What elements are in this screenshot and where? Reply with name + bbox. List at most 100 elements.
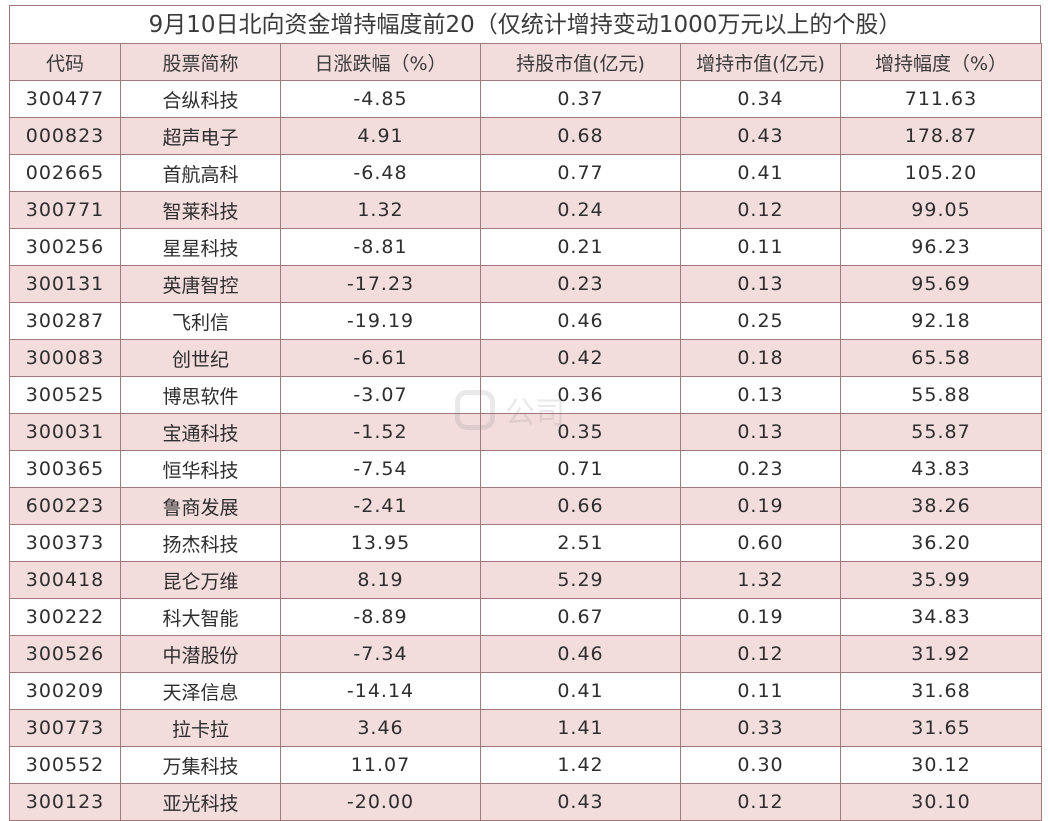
cell-daily-change: -14.14	[280, 672, 481, 710]
cell-daily-change: 1.32	[280, 191, 481, 229]
cell-increase-value: 0.13	[680, 376, 841, 414]
cell-increase-value: 0.12	[680, 191, 841, 229]
cell-increase-ratio: 36.20	[840, 524, 1042, 562]
cell-increase-ratio: 35.99	[840, 561, 1042, 599]
cell-increase-ratio: 178.87	[840, 117, 1042, 155]
table-row: 300256 星星科技 -8.81 0.21 0.11 96.23	[9, 228, 1042, 266]
cell-daily-change: -8.81	[280, 228, 481, 266]
cell-holding-value: 0.68	[480, 117, 681, 155]
cell-code: 300256	[9, 228, 121, 266]
cell-increase-ratio: 34.83	[840, 598, 1042, 636]
cell-name: 英唐智控	[120, 265, 281, 303]
cell-daily-change: 4.91	[280, 117, 481, 155]
table-row: 300083 创世纪 -6.61 0.42 0.18 65.58	[9, 339, 1042, 377]
table-row: 300771 智莱科技 1.32 0.24 0.12 99.05	[9, 191, 1042, 229]
cell-code: 300083	[9, 339, 121, 377]
cell-increase-ratio: 31.92	[840, 635, 1042, 673]
cell-name: 恒华科技	[120, 450, 281, 488]
cell-code: 300477	[9, 80, 121, 118]
cell-increase-ratio: 95.69	[840, 265, 1042, 303]
cell-holding-value: 0.41	[480, 672, 681, 710]
cell-increase-ratio: 55.88	[840, 376, 1042, 414]
header-name: 股票简称	[120, 43, 281, 81]
table-row: 300209 天泽信息 -14.14 0.41 0.11 31.68	[9, 672, 1042, 710]
table-header-row: 代码 股票简称 日涨跌幅（%） 持股市值(亿元) 增持市值(亿元) 增持幅度（%…	[9, 43, 1042, 81]
cell-holding-value: 0.46	[480, 635, 681, 673]
cell-holding-value: 5.29	[480, 561, 681, 599]
cell-name: 博思软件	[120, 376, 281, 414]
cell-name: 星星科技	[120, 228, 281, 266]
cell-increase-value: 0.60	[680, 524, 841, 562]
cell-code: 300526	[9, 635, 121, 673]
cell-holding-value: 0.24	[480, 191, 681, 229]
table-row: 300031 宝通科技 -1.52 0.35 0.13 55.87	[9, 413, 1042, 451]
cell-code: 300552	[9, 746, 121, 784]
cell-holding-value: 2.51	[480, 524, 681, 562]
cell-daily-change: 13.95	[280, 524, 481, 562]
table-row: 000823 超声电子 4.91 0.68 0.43 178.87	[9, 117, 1042, 155]
cell-increase-value: 0.41	[680, 154, 841, 192]
table-row: 300222 科大智能 -8.89 0.67 0.19 34.83	[9, 598, 1042, 636]
cell-name: 合纵科技	[120, 80, 281, 118]
cell-increase-value: 0.13	[680, 265, 841, 303]
cell-code: 300222	[9, 598, 121, 636]
table-row: 300365 恒华科技 -7.54 0.71 0.23 43.83	[9, 450, 1042, 488]
cell-code: 300525	[9, 376, 121, 414]
cell-holding-value: 0.43	[480, 783, 681, 821]
header-holding-value: 持股市值(亿元)	[480, 43, 681, 81]
cell-increase-ratio: 92.18	[840, 302, 1042, 340]
cell-increase-value: 0.23	[680, 450, 841, 488]
cell-increase-value: 0.11	[680, 228, 841, 266]
table-row: 300373 扬杰科技 13.95 2.51 0.60 36.20	[9, 524, 1042, 562]
cell-code: 300031	[9, 413, 121, 451]
cell-daily-change: -7.54	[280, 450, 481, 488]
cell-increase-value: 0.19	[680, 487, 841, 525]
cell-increase-ratio: 99.05	[840, 191, 1042, 229]
table-body: 300477 合纵科技 -4.85 0.37 0.34 711.63 000823 超声电子 4…	[9, 80, 1042, 821]
cell-holding-value: 0.23	[480, 265, 681, 303]
report-container: 9月10日北向资金增持幅度前20（仅统计增持变动1000万元以上的个股） 代码 …	[9, 5, 1042, 821]
cell-name: 拉卡拉	[120, 709, 281, 747]
table-row: 300773 拉卡拉 3.46 1.41 0.33 31.65	[9, 709, 1042, 747]
cell-holding-value: 0.71	[480, 450, 681, 488]
cell-increase-ratio: 65.58	[840, 339, 1042, 377]
cell-increase-value: 1.32	[680, 561, 841, 599]
cell-name: 中潜股份	[120, 635, 281, 673]
table-row: 600223 鲁商发展 -2.41 0.66 0.19 38.26	[9, 487, 1042, 525]
cell-daily-change: -8.89	[280, 598, 481, 636]
cell-name: 首航高科	[120, 154, 281, 192]
cell-code: 300418	[9, 561, 121, 599]
header-increase-ratio: 增持幅度（%）	[840, 43, 1042, 81]
cell-holding-value: 0.35	[480, 413, 681, 451]
cell-code: 002665	[9, 154, 121, 192]
cell-daily-change: -1.52	[280, 413, 481, 451]
cell-holding-value: 0.66	[480, 487, 681, 525]
cell-increase-value: 0.19	[680, 598, 841, 636]
cell-code: 300771	[9, 191, 121, 229]
cell-increase-value: 0.33	[680, 709, 841, 747]
cell-holding-value: 0.36	[480, 376, 681, 414]
table-row: 300525 博思软件 -3.07 0.36 0.13 55.88	[9, 376, 1042, 414]
cell-increase-ratio: 30.12	[840, 746, 1042, 784]
cell-code: 600223	[9, 487, 121, 525]
cell-increase-ratio: 43.83	[840, 450, 1042, 488]
cell-increase-value: 0.18	[680, 339, 841, 377]
cell-name: 科大智能	[120, 598, 281, 636]
cell-holding-value: 0.37	[480, 80, 681, 118]
cell-increase-ratio: 30.10	[840, 783, 1042, 821]
cell-increase-ratio: 711.63	[840, 80, 1042, 118]
header-code: 代码	[9, 43, 121, 81]
cell-code: 300123	[9, 783, 121, 821]
table-row: 300418 昆仑万维 8.19 5.29 1.32 35.99	[9, 561, 1042, 599]
table-row: 300287 飞利信 -19.19 0.46 0.25 92.18	[9, 302, 1042, 340]
cell-daily-change: 8.19	[280, 561, 481, 599]
cell-code: 300773	[9, 709, 121, 747]
cell-holding-value: 0.46	[480, 302, 681, 340]
cell-holding-value: 0.67	[480, 598, 681, 636]
cell-increase-value: 0.30	[680, 746, 841, 784]
cell-holding-value: 0.77	[480, 154, 681, 192]
cell-code: 300209	[9, 672, 121, 710]
cell-name: 宝通科技	[120, 413, 281, 451]
cell-name: 万集科技	[120, 746, 281, 784]
cell-increase-value: 0.25	[680, 302, 841, 340]
